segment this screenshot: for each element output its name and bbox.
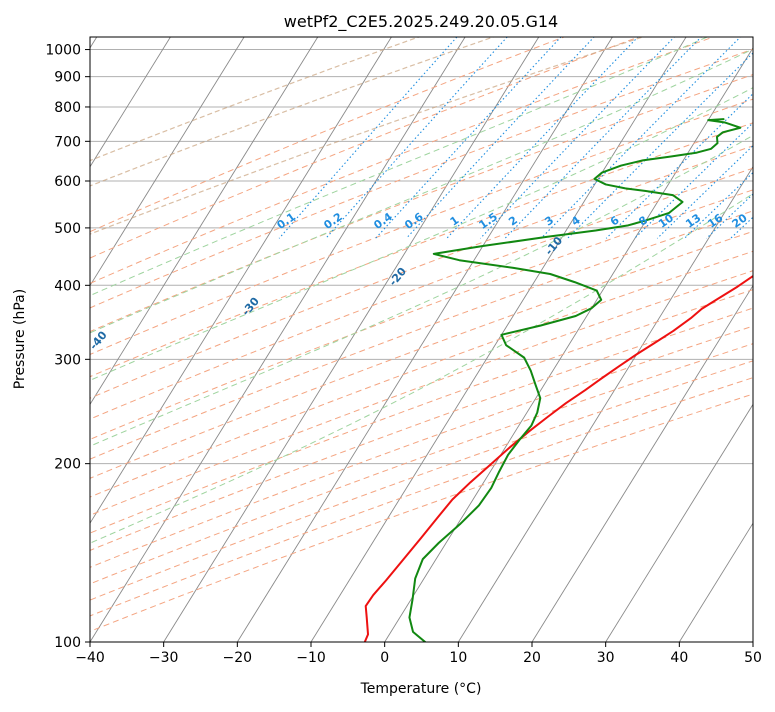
y-tick-label: 100 xyxy=(54,635,81,651)
x-tick-label: 0 xyxy=(380,650,389,666)
x-tick-label: −20 xyxy=(223,650,253,666)
chart-title: wetPf2_C2E5.2025.249.20.05.G14 xyxy=(284,12,558,32)
x-tick-label: 50 xyxy=(744,650,762,666)
y-tick-label: 600 xyxy=(54,174,81,190)
y-tick-label: 500 xyxy=(54,221,81,237)
x-tick-label: −30 xyxy=(149,650,179,666)
x-axis-label: Temperature (°C) xyxy=(360,681,482,697)
y-tick-label: 900 xyxy=(54,70,81,86)
y-axis-label: Pressure (hPa) xyxy=(12,289,28,389)
y-tick-label: 800 xyxy=(54,100,81,116)
y-tick-label: 300 xyxy=(54,352,81,368)
x-tick-label: 10 xyxy=(449,650,467,666)
y-tick-label: 1000 xyxy=(45,43,81,59)
x-tick-label: −40 xyxy=(75,650,105,666)
y-tick-label: 200 xyxy=(54,457,81,473)
x-tick-label: 40 xyxy=(670,650,688,666)
x-tick-label: −10 xyxy=(296,650,326,666)
x-tick-label: 20 xyxy=(523,650,541,666)
x-tick-label: 30 xyxy=(597,650,615,666)
y-tick-label: 700 xyxy=(54,134,81,150)
y-tick-label: 400 xyxy=(54,278,81,294)
